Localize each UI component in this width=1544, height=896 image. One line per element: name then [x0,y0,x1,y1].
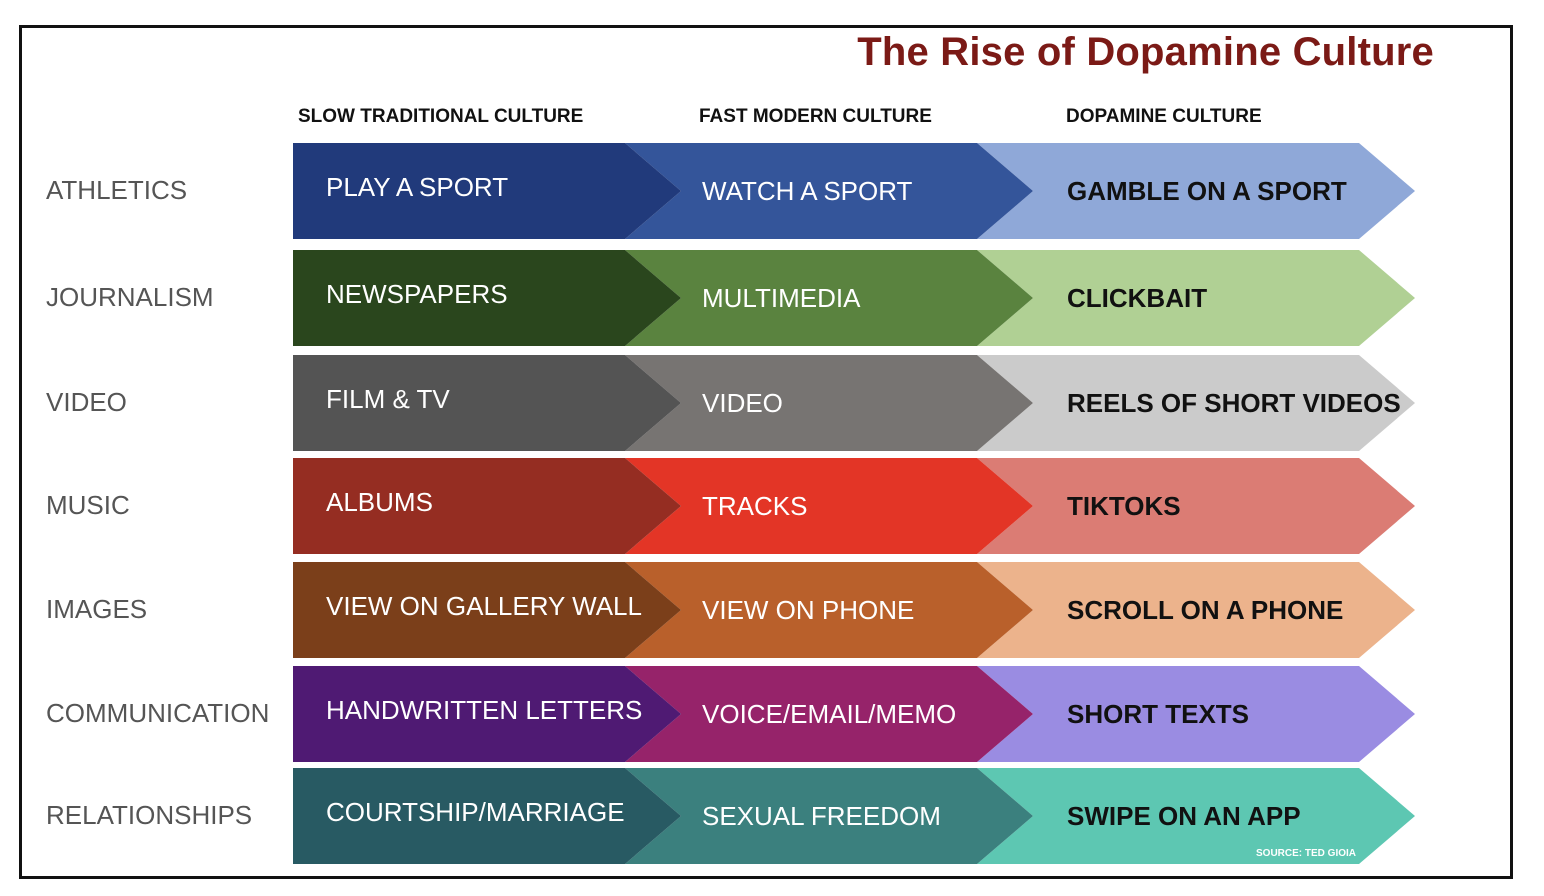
cell-communication-3: SHORT TEXTS [1067,699,1250,729]
chevron-athletics-2 [625,143,1033,239]
chevron-journalism-3 [977,250,1415,346]
column-header-slow: SLOW TRADITIONAL CULTURE [298,106,584,127]
row-label-video: VIDEO [46,387,127,417]
cell-communication-2: VOICE/EMAIL/MEMO [702,699,957,729]
cell-athletics-3: GAMBLE ON A SPORT [1067,176,1347,206]
cell-journalism-3: CLICKBAIT [1067,283,1208,313]
cell-relationships-2: SEXUAL FREEDOM [702,801,941,831]
cell-music-1: ALBUMS [326,487,433,517]
chevron-video-1 [293,355,681,451]
row-label-journalism: JOURNALISM [46,282,214,312]
cell-video-3: REELS OF SHORT VIDEOS [1067,388,1401,418]
row-label-relationships: RELATIONSHIPS [46,800,253,830]
cell-journalism-2: MULTIMEDIA [702,283,861,313]
cell-communication-1: HANDWRITTEN LETTERS [326,695,643,725]
chevron-athletics-1 [293,143,681,239]
row-label-images: IMAGES [46,594,148,624]
diagram-title: The Rise of Dopamine Culture [857,30,1434,74]
cell-video-2: VIDEO [702,388,783,418]
chevron-relationships-1 [293,768,681,864]
chevron-music-2 [625,458,1033,554]
cell-relationships-1: COURTSHIP/MARRIAGE [326,797,625,827]
chevron-communication-2 [625,666,1033,762]
cell-journalism-1: NEWSPAPERS [326,279,508,309]
column-header-dopamine: DOPAMINE CULTURE [1066,106,1262,127]
chevron-journalism-2 [625,250,1033,346]
row-label-communication: COMMUNICATION [46,698,270,728]
chevron-images-2 [625,562,1033,658]
chevron-relationships-2 [625,768,1033,864]
cell-relationships-3: SWIPE ON AN APP [1067,801,1301,831]
chevron-communication-1 [293,666,681,762]
chevron-relationships-3 [977,768,1415,864]
cell-music-2: TRACKS [702,491,808,521]
cell-music-3: TIKTOKS [1067,491,1181,521]
chevron-images-1 [293,562,681,658]
cell-images-2: VIEW ON PHONE [702,595,915,625]
cell-images-3: SCROLL ON A PHONE [1067,595,1344,625]
chevron-video-2 [625,355,1033,451]
column-header-fast: FAST MODERN CULTURE [699,106,932,127]
cell-images-1: VIEW ON GALLERY WALL [326,591,642,621]
row-label-music: MUSIC [46,490,130,520]
chevron-journalism-1 [293,250,681,346]
chevron-music-3 [977,458,1415,554]
cell-athletics-1: PLAY A SPORT [326,172,509,202]
cell-video-1: FILM & TV [326,384,450,414]
chevron-music-1 [293,458,681,554]
row-label-athletics: ATHLETICS [46,175,188,205]
chevron-video-3 [977,355,1415,451]
chevron-communication-3 [977,666,1415,762]
cell-athletics-2: WATCH A SPORT [702,176,913,206]
chevron-athletics-3 [977,143,1415,239]
chevron-images-3 [977,562,1415,658]
source-credit: SOURCE: TED GIOIA [1256,848,1357,859]
